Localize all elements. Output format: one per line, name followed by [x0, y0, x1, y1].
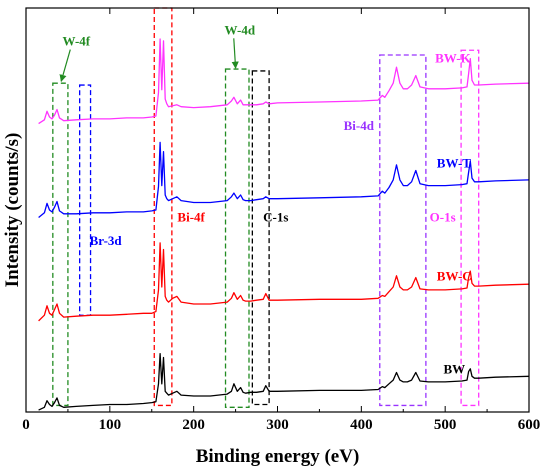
- axes: 0 100 200 300 400 500 600: [22, 7, 541, 433]
- x-tick-label: 300: [266, 417, 289, 433]
- series-line-bw-k: [38, 38, 530, 125]
- x-tick-label: 600: [518, 417, 541, 433]
- series-label-bw-c: BW-C: [437, 268, 472, 283]
- annotation-arrow: [231, 38, 239, 69]
- region-box-o-1s: [460, 49, 480, 407]
- annotation-w-4f: W-4f: [62, 34, 90, 49]
- x-tick-label: 0: [22, 417, 30, 433]
- x-axis-title: Binding energy (eV): [196, 446, 360, 467]
- region-box-w-4d: [224, 68, 250, 408]
- y-axis-title: Intensity (counts/s): [2, 133, 23, 288]
- annotation-arrow: [59, 49, 71, 82]
- series-label-bw-t: BW-T: [437, 156, 472, 171]
- series-line-bw-t: [38, 141, 530, 219]
- plot-area: BW BW-C BW-T BW-K W-4f W-4d Br-3d Bi-4f C-1s Bi-4…: [38, 7, 530, 411]
- series-label-bw: BW: [443, 361, 465, 376]
- series-line-bw-c: [38, 242, 530, 322]
- series-label-bw-k: BW-K: [435, 50, 472, 65]
- annotation-o-1s: O-1s: [430, 209, 456, 224]
- region-box-c-1s: [251, 70, 270, 406]
- region-box-w-4f: [52, 82, 69, 407]
- annotation-w-4d: W-4d: [224, 22, 255, 37]
- x-tick-label: 200: [182, 417, 205, 433]
- region-box-bi-4d: [379, 54, 427, 407]
- x-tick-label: 500: [434, 417, 457, 433]
- annotation-bi-4d: Bi-4d: [344, 118, 375, 133]
- annotation-br-3d: Br-3d: [90, 233, 123, 248]
- annotation-c-1s: C-1s: [263, 209, 288, 224]
- x-tick-label: 100: [99, 417, 122, 433]
- series-line-bw: [38, 353, 530, 411]
- x-tick-label: 400: [350, 417, 373, 433]
- annotation-bi-4f: Bi-4f: [177, 209, 205, 224]
